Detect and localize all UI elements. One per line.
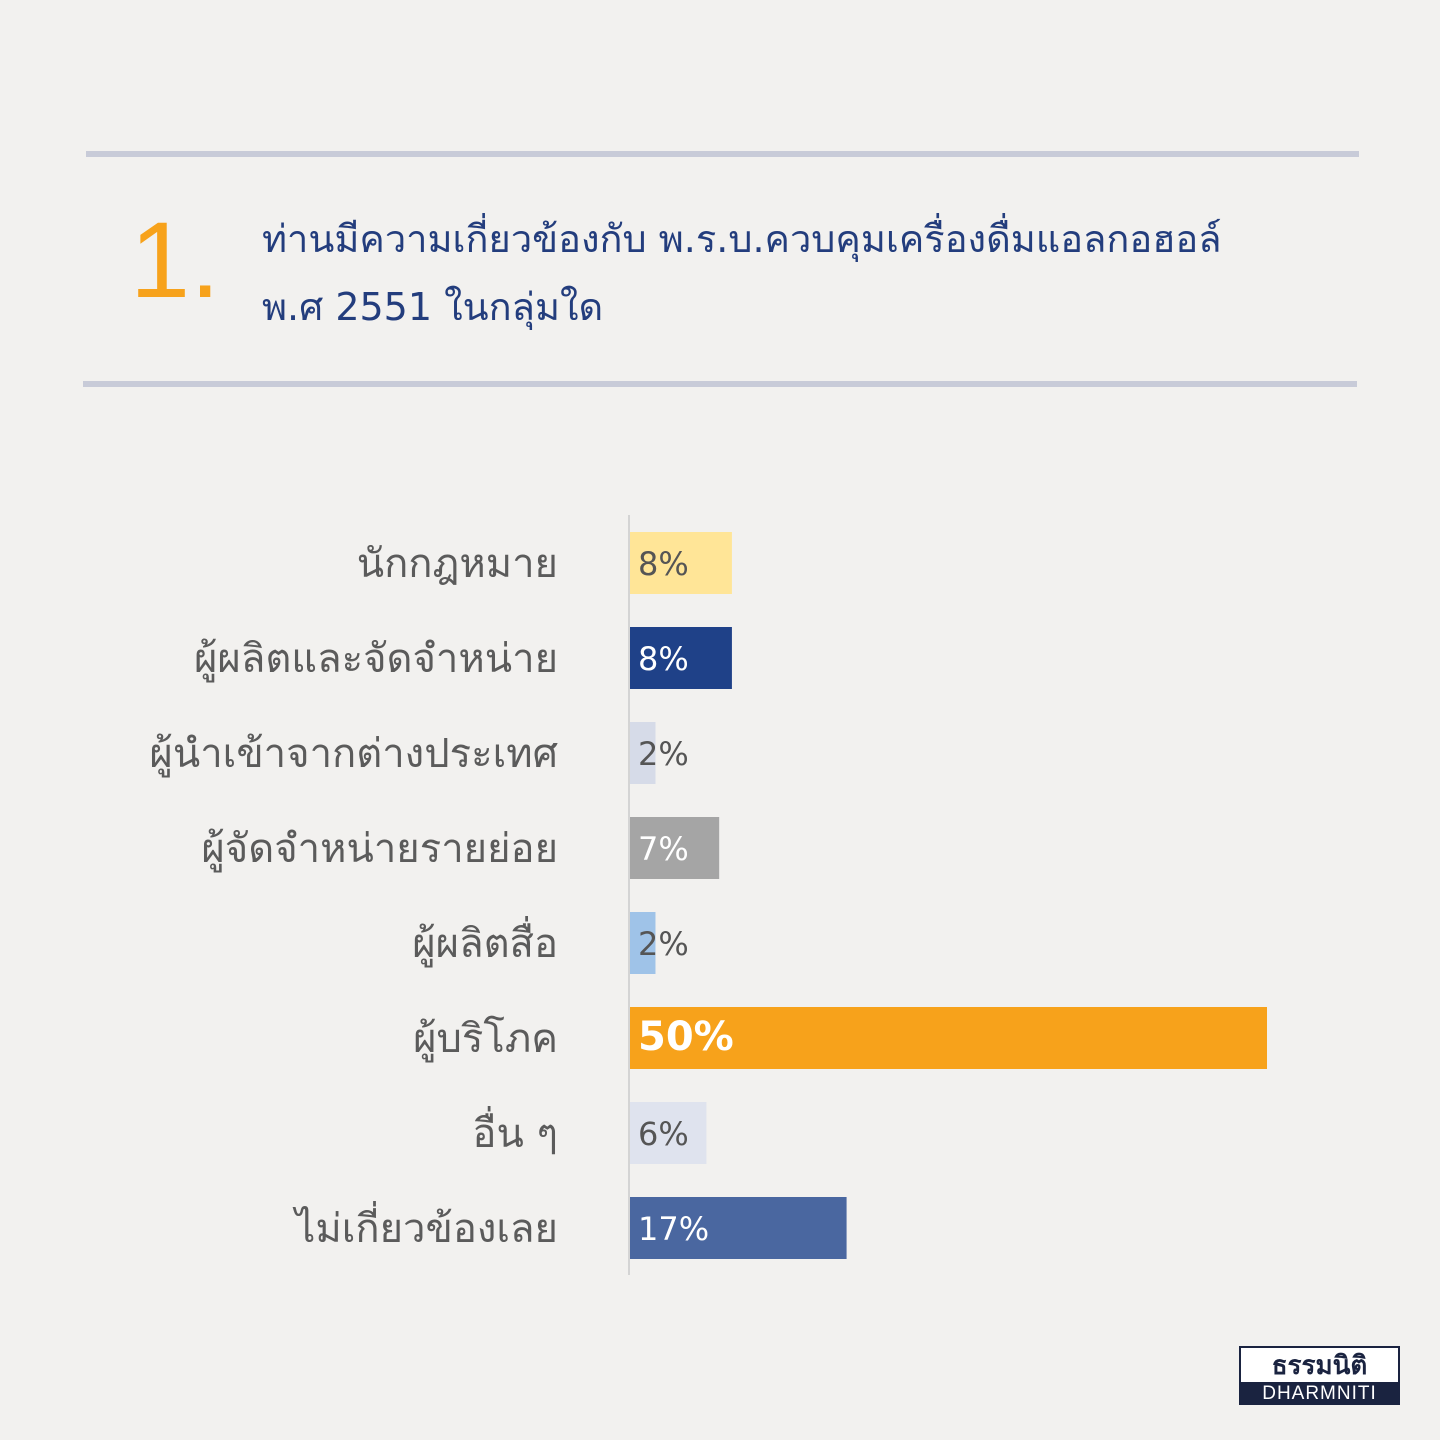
bar — [630, 912, 656, 974]
value-label: 8% — [638, 640, 689, 678]
top-divider — [86, 151, 1359, 157]
bar — [630, 1197, 847, 1259]
category-label: ผู้นำเข้าจากต่างประเทศ — [149, 731, 558, 777]
question-number: 1. — [130, 199, 221, 320]
category-label: ผู้ผลิตสื่อ — [412, 916, 558, 967]
dharmniti-logo: ธรรมนิติ DHARMNITI — [1239, 1346, 1400, 1405]
bar — [630, 1007, 1267, 1069]
category-label: อื่น ๆ — [472, 1106, 558, 1157]
bottom-divider — [83, 381, 1357, 387]
bar — [630, 532, 732, 594]
question-line-2: พ.ศ 2551 ในกลุ่มใด — [262, 285, 604, 329]
logo-thai-text: ธรรมนิติ — [1271, 1351, 1368, 1381]
value-label: 7% — [638, 830, 689, 868]
question-line-1: ท่านมีความเกี่ยวข้องกับ พ.ร.บ.ควบคุมเครื… — [262, 217, 1222, 261]
value-label: 2% — [638, 735, 689, 773]
value-label: 17% — [638, 1210, 709, 1248]
bar — [630, 627, 732, 689]
value-label: 8% — [638, 545, 689, 583]
bar — [630, 1102, 707, 1164]
logo-latin-text: DHARMNITI — [1241, 1382, 1398, 1405]
category-label: ผู้บริโภค — [413, 1016, 558, 1062]
category-label: ผู้จัดจำหน่ายรายย่อย — [201, 826, 558, 872]
category-label: ไม่เกี่ยวข้องเลย — [292, 1201, 558, 1252]
question-title: ท่านมีความเกี่ยวข้องกับ พ.ร.บ.ควบคุมเครื… — [262, 205, 1352, 341]
bar — [630, 722, 656, 784]
value-label: 50% — [638, 1014, 734, 1060]
value-label: 2% — [638, 925, 689, 963]
category-label: ผู้ผลิตและจัดจำหน่าย — [194, 636, 558, 682]
bar — [630, 817, 720, 879]
category-label: นักกฎหมาย — [357, 541, 558, 587]
value-label: 6% — [638, 1115, 689, 1153]
